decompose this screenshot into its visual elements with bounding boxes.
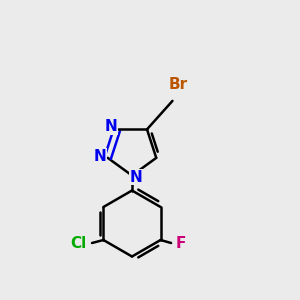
Text: Br: Br <box>168 77 188 92</box>
Text: Cl: Cl <box>70 236 86 250</box>
Text: N: N <box>130 169 142 184</box>
Text: N: N <box>94 149 106 164</box>
Text: N: N <box>105 119 117 134</box>
Text: F: F <box>176 236 186 250</box>
